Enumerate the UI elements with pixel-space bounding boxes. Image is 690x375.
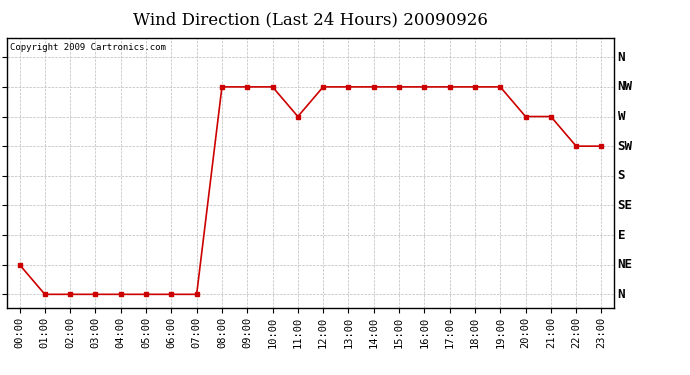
Text: E: E <box>618 228 625 242</box>
Text: NE: NE <box>618 258 633 271</box>
Text: W: W <box>618 110 625 123</box>
Text: Wind Direction (Last 24 Hours) 20090926: Wind Direction (Last 24 Hours) 20090926 <box>133 11 488 28</box>
Text: SW: SW <box>618 140 633 153</box>
Text: N: N <box>618 51 625 64</box>
Text: Copyright 2009 Cartronics.com: Copyright 2009 Cartronics.com <box>10 43 166 52</box>
Text: N: N <box>618 288 625 301</box>
Text: NW: NW <box>618 80 633 93</box>
Text: S: S <box>618 169 625 182</box>
Text: SE: SE <box>618 199 633 212</box>
